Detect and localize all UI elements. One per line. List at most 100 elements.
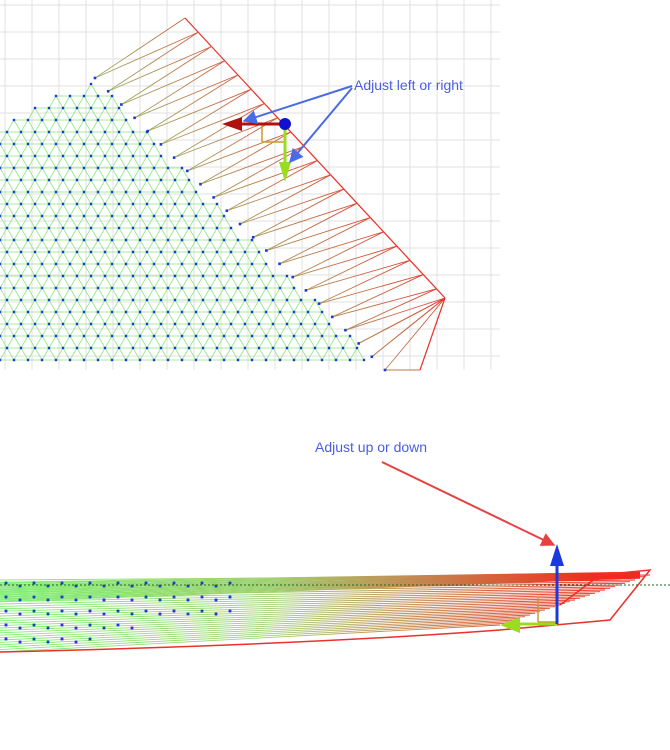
mesh-edge — [34, 347, 43, 361]
mesh-edge — [34, 323, 43, 337]
mesh-edge — [90, 287, 99, 301]
vertex — [152, 334, 156, 338]
mesh-edge — [55, 323, 64, 337]
mesh-edge — [195, 311, 204, 325]
fan-edge — [200, 145, 305, 185]
mesh-edge — [62, 215, 71, 229]
vertex — [152, 166, 156, 170]
mesh-edge — [272, 311, 281, 325]
selected-vertex[interactable] — [279, 118, 291, 130]
z-axis-arrowhead[interactable] — [550, 544, 564, 566]
vertex — [54, 118, 58, 122]
mesh-edge — [6, 227, 15, 241]
vertex — [131, 154, 135, 158]
vertex — [82, 118, 86, 122]
mesh-edge — [132, 167, 141, 181]
vertex — [61, 346, 65, 350]
x-axis-arrowhead[interactable] — [222, 117, 242, 131]
vertex — [54, 142, 58, 146]
mesh-edge — [97, 335, 106, 349]
mesh-edge — [13, 287, 22, 301]
mesh-edge — [104, 239, 113, 253]
mesh-edge — [27, 179, 36, 193]
vertex — [271, 346, 275, 350]
mesh-edge — [0, 347, 8, 361]
vertex — [131, 130, 135, 134]
mesh-edge — [195, 335, 204, 349]
vertex — [89, 226, 93, 230]
vertex — [40, 334, 44, 338]
mesh-edge — [174, 191, 183, 205]
vertex — [0, 262, 2, 266]
mesh-edge — [83, 227, 92, 241]
vertex — [201, 226, 205, 230]
vertex — [117, 202, 121, 206]
vertex — [243, 346, 247, 350]
vertex — [200, 581, 204, 585]
mesh-edge — [153, 251, 162, 265]
mesh-edge — [111, 347, 120, 361]
vertex — [12, 262, 16, 266]
mesh-edge — [265, 299, 274, 313]
mesh-edge — [202, 287, 211, 301]
mesh-edge — [153, 191, 162, 205]
mesh-edge — [244, 311, 253, 325]
vertex — [173, 274, 177, 278]
vertex — [145, 274, 149, 278]
mesh-edge — [167, 191, 176, 205]
vertex — [40, 142, 44, 146]
vertex — [194, 262, 198, 266]
mesh-edge — [321, 347, 330, 361]
mesh-edge — [97, 239, 106, 253]
mesh-edge — [27, 143, 36, 157]
vertex — [61, 250, 65, 254]
mesh-edge — [132, 275, 141, 289]
y-axis-arrowhead[interactable] — [279, 162, 291, 182]
mesh-edge — [69, 131, 78, 145]
mesh-edge — [69, 263, 78, 277]
annotation: Adjust up or down — [315, 439, 427, 455]
vertex — [96, 142, 100, 146]
mesh-edge — [118, 155, 127, 169]
vertex — [40, 214, 44, 218]
vertex — [144, 581, 148, 585]
vertex — [124, 142, 128, 146]
fan-edge — [121, 60, 225, 105]
vertex — [208, 214, 212, 218]
mesh-edge — [41, 239, 50, 253]
vertex — [19, 322, 23, 326]
vertex — [47, 178, 51, 182]
vertex — [33, 346, 37, 350]
vertex — [0, 238, 2, 242]
mesh-edge — [118, 143, 127, 157]
mesh-edge — [265, 275, 274, 289]
mesh-edge — [13, 191, 22, 205]
mesh-edge — [34, 287, 43, 301]
vertex — [222, 214, 226, 218]
mesh-edge — [90, 155, 99, 169]
vertex — [208, 310, 212, 314]
mesh-edge — [69, 119, 78, 133]
mesh-edge — [167, 311, 176, 325]
vertex — [18, 626, 22, 630]
vertex — [102, 626, 106, 630]
mesh-edge — [202, 215, 211, 229]
vertex — [138, 358, 142, 362]
mesh-edge — [307, 299, 316, 313]
mesh-edge — [6, 215, 15, 229]
mesh-edge — [216, 299, 225, 313]
vertex — [103, 202, 107, 206]
vertex — [271, 274, 275, 278]
mesh-edge — [13, 323, 22, 337]
vertex — [32, 623, 36, 627]
mesh-edge — [6, 335, 15, 349]
mesh-edge — [55, 179, 64, 193]
vertex — [152, 358, 156, 362]
vertex — [103, 346, 107, 350]
mesh-edge — [125, 167, 134, 181]
mesh-edge — [118, 251, 127, 265]
vertex — [75, 202, 79, 206]
vertex — [5, 250, 9, 254]
x-axis-arrowhead[interactable] — [500, 617, 520, 633]
vertex — [187, 178, 191, 182]
